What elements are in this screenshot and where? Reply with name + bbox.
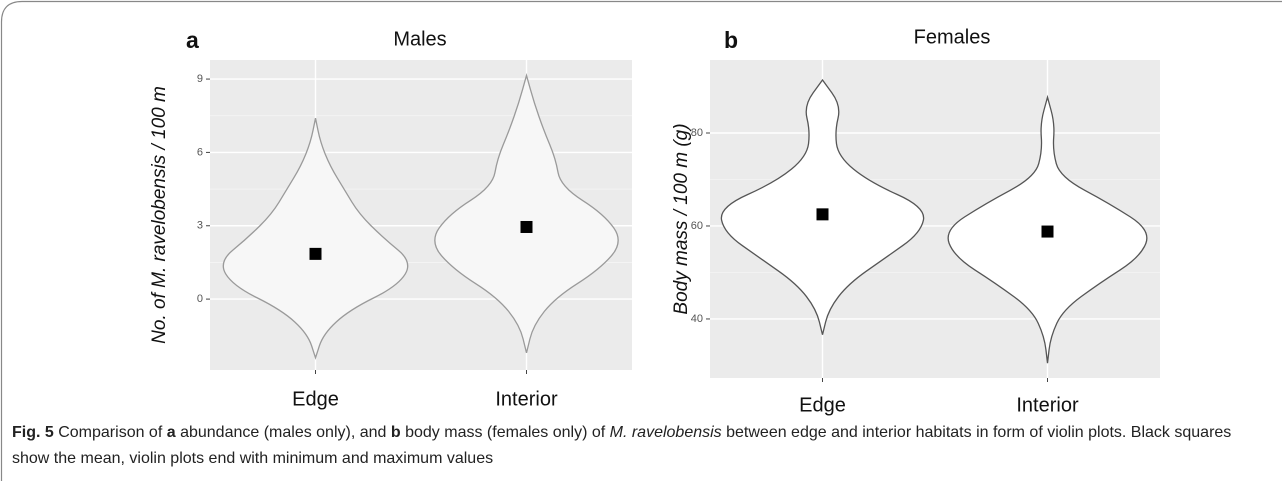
caption-text: M. ravelobensis [609, 424, 722, 441]
caption-text: Comparison of [53, 424, 167, 441]
y-tick-label: 6 [197, 146, 203, 158]
x-tick-label: Edge [292, 388, 339, 410]
y-axis-label: No. of M. ravelobensis / 100 m [149, 86, 170, 344]
caption-text: a [166, 424, 176, 441]
y-tick-label: 0 [197, 293, 203, 305]
x-tick-label: Interior [495, 388, 558, 410]
chart-title: Males [393, 28, 446, 50]
panel-letter: b [724, 27, 738, 53]
mean-marker [816, 208, 829, 221]
violin [434, 72, 619, 354]
mean-marker [520, 220, 533, 233]
caption-text: b [390, 424, 401, 441]
y-tick-label: 80 [691, 127, 703, 139]
caption-text: between edge and interior habitats in fo… [12, 424, 1232, 467]
caption-text: body mass (females only) of [400, 424, 610, 441]
y-tick-label: 9 [197, 73, 203, 85]
violin [720, 78, 925, 335]
mean-marker [1041, 225, 1054, 238]
y-tick-label: 40 [691, 313, 703, 325]
caption: Fig. 5 Comparison of a abundance (males … [12, 420, 1262, 472]
caption-label: Fig. 5 [12, 424, 54, 441]
caption-text: abundance (males only), and [175, 424, 391, 441]
x-tick-label: Edge [799, 394, 846, 416]
chart-title: Females [914, 26, 991, 48]
x-tick-label: Interior [1016, 394, 1079, 416]
y-tick-label: 60 [691, 220, 703, 232]
y-tick-label: 3 [197, 220, 203, 232]
violin [222, 118, 409, 360]
mean-marker [309, 247, 322, 260]
y-axis-label: Body mass / 100 m (g) [671, 123, 692, 314]
panel-letter: a [186, 27, 199, 53]
